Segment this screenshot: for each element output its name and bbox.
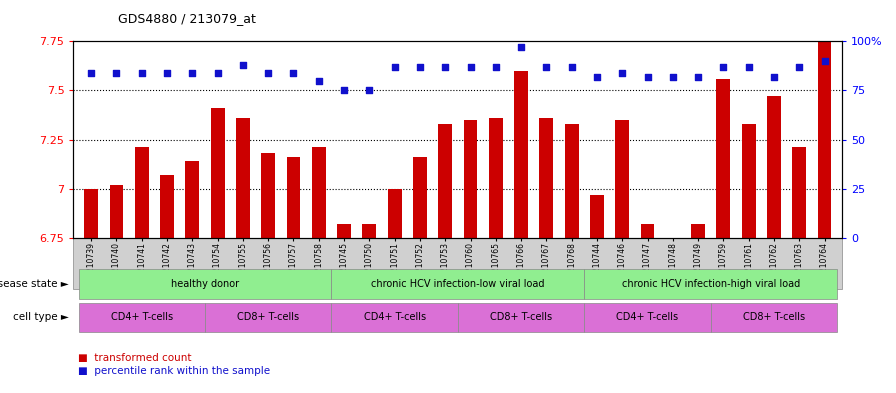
Bar [388, 189, 401, 238]
Bar [742, 124, 755, 238]
Bar [539, 118, 554, 238]
Bar [287, 157, 300, 238]
Point [792, 64, 806, 70]
Bar [262, 153, 275, 238]
Point [666, 73, 680, 80]
Point [109, 70, 124, 76]
Bar [84, 189, 99, 238]
Bar [641, 224, 654, 238]
Bar [160, 175, 174, 238]
Bar [109, 185, 124, 238]
Point [463, 64, 478, 70]
Point [185, 70, 200, 76]
Point [134, 70, 149, 76]
Bar [691, 224, 705, 238]
Text: CD8+ T-cells: CD8+ T-cells [743, 312, 805, 322]
Bar [590, 195, 604, 238]
Bar [792, 147, 806, 238]
Point [742, 64, 756, 70]
Point [312, 77, 326, 84]
Point [539, 64, 554, 70]
Text: CD4+ T-cells: CD4+ T-cells [364, 312, 426, 322]
Text: ■  percentile rank within the sample: ■ percentile rank within the sample [78, 365, 270, 376]
Bar [312, 147, 326, 238]
Bar [616, 120, 629, 238]
Bar [134, 147, 149, 238]
Point [590, 73, 604, 80]
Text: healthy donor: healthy donor [171, 279, 239, 289]
Text: CD4+ T-cells: CD4+ T-cells [616, 312, 678, 322]
Point [438, 64, 452, 70]
Point [261, 70, 275, 76]
Bar [767, 96, 781, 238]
Bar [211, 108, 225, 238]
Bar [413, 157, 426, 238]
Bar [666, 238, 680, 273]
Bar [489, 118, 503, 238]
Point [362, 87, 376, 94]
Point [564, 64, 579, 70]
Bar [185, 161, 199, 238]
Bar [236, 118, 250, 238]
Point [716, 64, 730, 70]
Text: CD8+ T-cells: CD8+ T-cells [490, 312, 552, 322]
Point [767, 73, 781, 80]
Point [236, 62, 250, 68]
Text: CD8+ T-cells: CD8+ T-cells [237, 312, 299, 322]
Point [817, 58, 831, 64]
Text: disease state ►: disease state ► [0, 279, 69, 289]
Bar [514, 71, 528, 238]
Point [488, 64, 503, 70]
Point [413, 64, 427, 70]
Bar [717, 79, 730, 238]
Text: chronic HCV infection-high viral load: chronic HCV infection-high viral load [622, 279, 800, 289]
Bar [362, 224, 376, 238]
Bar [463, 120, 478, 238]
Bar [438, 124, 452, 238]
Text: GDS4880 / 213079_at: GDS4880 / 213079_at [118, 12, 256, 25]
Point [641, 73, 655, 80]
Text: chronic HCV infection-low viral load: chronic HCV infection-low viral load [371, 279, 545, 289]
Point [159, 70, 174, 76]
Bar [337, 224, 351, 238]
Point [287, 70, 301, 76]
Point [387, 64, 401, 70]
Point [514, 44, 529, 50]
Text: ■  transformed count: ■ transformed count [78, 353, 192, 363]
Bar [564, 124, 579, 238]
Point [691, 73, 705, 80]
Point [211, 70, 225, 76]
Text: cell type ►: cell type ► [13, 312, 69, 322]
Point [615, 70, 629, 76]
Bar [817, 41, 831, 238]
Point [337, 87, 351, 94]
Point [84, 70, 99, 76]
Text: CD4+ T-cells: CD4+ T-cells [111, 312, 173, 322]
